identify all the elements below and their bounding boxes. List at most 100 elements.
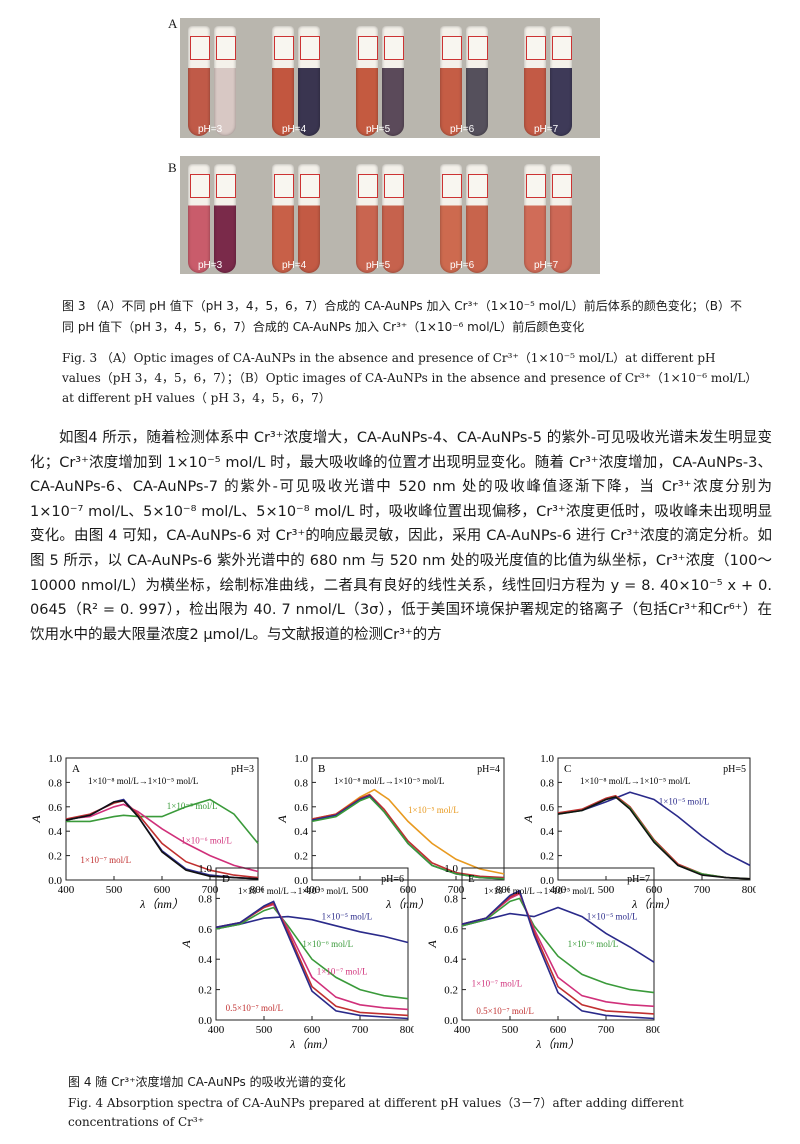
series-line <box>557 791 751 867</box>
series-annotation: 1×10⁻⁵ mol/L <box>659 796 710 806</box>
series-annotation: 1×10⁻⁶ mol/L <box>302 939 353 949</box>
series-annotation: 1×10⁻⁵ mol/L <box>587 912 638 922</box>
y-tick-label: 1.0 <box>48 753 62 765</box>
y-axis-label: A <box>521 815 535 824</box>
photo-a: pH=3 pH=4 pH=5 pH=6 pH=7 <box>180 18 600 138</box>
y-tick-label: 0.2 <box>444 985 458 997</box>
ph-label: pH=5 <box>723 764 746 775</box>
tube-label <box>216 174 236 198</box>
ph-label: pH=7 <box>534 124 559 135</box>
y-tick-label: 0.0 <box>198 1015 212 1027</box>
x-tick-label: 500 <box>502 1024 519 1036</box>
y-axis-label: A <box>425 940 439 949</box>
x-tick-label: 800 <box>400 1024 414 1036</box>
panel-letter: B <box>318 763 325 775</box>
series-line <box>461 897 655 994</box>
tube-label <box>300 36 320 60</box>
x-tick-label: 500 <box>106 884 123 896</box>
tube-label <box>216 36 236 60</box>
y-tick-label: 0.6 <box>48 802 62 814</box>
panel-letter: E <box>468 873 475 885</box>
ph-label: pH=5 <box>366 260 391 271</box>
y-tick-label: 0.8 <box>444 893 458 905</box>
x-tick-label: 700 <box>202 884 219 896</box>
x-tick-label: 800 <box>250 884 264 896</box>
tube-label <box>190 174 210 198</box>
tube-label <box>384 174 404 198</box>
y-tick-label: 0.6 <box>540 802 554 814</box>
series-annotation: 1×10⁻⁵ mol/L <box>167 801 218 811</box>
x-tick-label: 400 <box>550 884 567 896</box>
ph-label: pH=6 <box>450 124 475 135</box>
series-line <box>461 906 655 963</box>
tube-label <box>442 174 462 198</box>
range-label: 1×10⁻⁸ mol/L→1×10⁻⁵ mol/L <box>580 776 690 786</box>
range-label: 1×10⁻⁸ mol/L→1×10⁻⁵ mol/L <box>484 886 594 896</box>
chart-panel-e: 400 500 600 700 800 0.0 0.2 0.4 0.6 0.8 1.0 λ（nm） A E… <box>425 863 660 1051</box>
ph-label: pH=4 <box>282 124 307 135</box>
y-tick-label: 0.2 <box>540 851 554 863</box>
y-tick-label: 0.8 <box>48 777 62 789</box>
y-tick-label: 0.0 <box>540 875 554 887</box>
chart-panel-c: 400 500 600 700 8000.00.20.40.60.81.0λ（nm）AC… <box>521 753 756 911</box>
x-tick-label: 400 <box>58 884 75 896</box>
ph-label: pH=4 <box>477 764 500 775</box>
x-tick-label: 600 <box>550 1024 567 1036</box>
fig3-caption-en: Fig. 3 （A）Optic images of CA-AuNPs in th… <box>62 351 752 405</box>
series-line <box>557 796 751 880</box>
tube-label <box>300 174 320 198</box>
series-line <box>461 892 655 1008</box>
fig3-caption-zh: 图 3 （A）不同 pH 值下（pH 3，4，5，6，7）合成的 CA-AuNP… <box>62 299 742 334</box>
y-tick-label: 1.0 <box>198 863 212 875</box>
series-line <box>65 803 259 873</box>
x-tick-label: 800 <box>742 884 756 896</box>
x-tick-label: 500 <box>352 884 369 896</box>
chart-panel-a: 400 500 600 700 800 0.0 0.2 0.4 0.6 0.8 1.0 λ（nm） A A… <box>29 753 264 911</box>
x-tick-label: 400 <box>208 1024 225 1036</box>
x-tick-label: 600 <box>154 884 171 896</box>
y-tick-label: 1.0 <box>540 753 554 765</box>
y-tick-label: 0.8 <box>198 893 212 905</box>
y-axis-label: A <box>29 815 43 824</box>
series-annotation: 1×10⁻⁶ mol/L <box>181 835 232 845</box>
range-label: 1×10⁻⁸ mol/L→1×10⁻⁵ mol/L <box>334 776 444 786</box>
series-line <box>215 906 409 1000</box>
ph-label: pH=3 <box>231 764 254 775</box>
tube-label <box>552 36 572 60</box>
series-annotation: 0.5×10⁻⁷ mol/L <box>226 1003 283 1013</box>
y-tick-label: 0.0 <box>444 1015 458 1027</box>
x-tick-label: 600 <box>304 1024 321 1036</box>
y-tick-label: 1.0 <box>444 863 458 875</box>
ph-label: pH=7 <box>627 874 650 885</box>
series-annotation: 1×10⁻⁷ mol/L <box>472 979 523 989</box>
tube-label <box>274 174 294 198</box>
x-tick-label: 800 <box>496 884 510 896</box>
body-paragraph: 如图4 所示，随着检测体系中 Cr³⁺浓度增大，CA-AuNPs-4、CA-Au… <box>30 430 772 643</box>
y-tick-label: 0.0 <box>294 875 308 887</box>
y-tick-label: 0.8 <box>540 777 554 789</box>
x-tick-label: 400 <box>454 1024 471 1036</box>
series-line <box>66 798 259 844</box>
range-label: 1×10⁻⁸ mol/L→1×10⁻⁵ mol/L <box>88 776 198 786</box>
y-tick-label: 0.4 <box>540 826 554 838</box>
ph-label: pH=4 <box>282 260 307 271</box>
series-annotation: 1×10⁻⁵ mol/L <box>408 805 459 815</box>
series-annotation: 1×10⁻⁷ mol/L <box>80 855 131 865</box>
fig4-caption-zh: 图 4 随 Cr³⁺浓度增加 CA-AuNPs 的吸收光谱的变化 <box>68 1075 346 1089</box>
y-tick-label: 0.4 <box>48 826 62 838</box>
photo-b: pH=3 pH=4 pH=5 pH=6 pH=7 <box>180 156 600 274</box>
panel-letter: A <box>72 763 80 775</box>
tube-label <box>526 174 546 198</box>
ph-label: pH=3 <box>198 260 223 271</box>
ph-label: pH=6 <box>450 260 475 271</box>
y-tick-label: 0.2 <box>198 985 212 997</box>
y-tick-label: 0.8 <box>294 777 308 789</box>
series-annotation: 1×10⁻⁶ mol/L <box>568 939 619 949</box>
series-annotation: 0.5×10⁻⁷ mol/L <box>476 1006 533 1016</box>
y-tick-label: 1.0 <box>294 753 308 765</box>
x-axis-label: λ（nm） <box>535 1037 580 1051</box>
tube-label <box>468 36 488 60</box>
tube-label <box>358 36 378 60</box>
y-tick-label: 0.4 <box>198 954 212 966</box>
tube-label <box>190 36 210 60</box>
